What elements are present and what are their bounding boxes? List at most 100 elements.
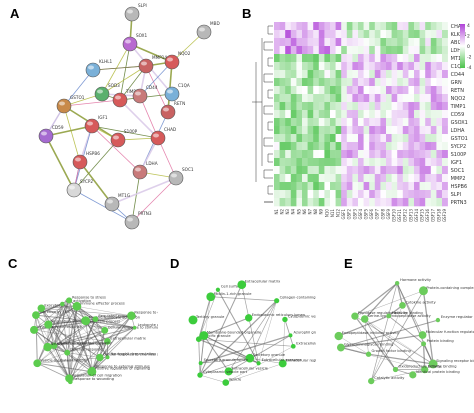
heatmap-cell [307,174,314,183]
network-node: Exocytosis [37,303,63,313]
network-node-label: Enzyme regulator activity [441,315,474,319]
heatmap-cell [408,30,415,39]
heatmap-cell [374,142,381,151]
heatmap-row-label: S100P [451,152,467,158]
heatmap-cell [335,166,342,175]
heatmap-cell [318,22,325,31]
network-node-label: Myeloid leukocyte activation [89,316,140,320]
heatmap-cell [425,166,432,175]
network-edge [249,300,277,359]
heatmap-cell [397,110,404,119]
network-edge [370,283,398,382]
heatmap-cell [436,78,443,87]
heatmap-cell [324,46,331,55]
heatmap-cell [363,62,370,71]
heatmap-cell [285,22,292,31]
heatmap-cell [307,102,314,111]
ppi-edge [45,135,75,191]
heatmap-row-label: MT1G [451,56,466,62]
heatmap-cell [425,110,432,119]
heatmap-cell [419,22,426,31]
heatmap-cell [285,70,292,79]
ppi-node-label: GSTO1 [70,95,85,100]
heatmap-cell [302,30,308,39]
heatmap-cell [374,38,381,47]
heatmap-cell [419,190,426,199]
heatmap-cell [391,46,398,55]
heatmap-cell [290,38,297,47]
ppi-node-label: MT1G [118,193,130,198]
ppi-node: CD59 [38,125,64,144]
network-edge [340,346,369,355]
network-node-circle [237,280,247,290]
heatmap-cell [296,62,303,71]
heatmap-cell [358,22,364,31]
network-edge [258,300,277,364]
dendrogram-branch [263,41,273,51]
dendrogram-branch [267,121,273,131]
network-edge [41,307,105,331]
heatmap-cell [369,22,376,31]
heatmap-cell [380,78,387,87]
network-node-circle [351,312,359,320]
heatmap-cell [391,62,398,71]
heatmap-cell [346,102,353,111]
heatmap-cell [363,30,370,39]
heatmap-cell [430,110,437,119]
network-edge [198,296,212,340]
network-edge [210,296,277,302]
heatmap-row-label: MMP2 [451,176,466,182]
heatmap-cell [369,174,376,183]
heatmap-cell [380,22,387,31]
heatmap-cell [414,174,420,183]
network-node-label: Response to stress [72,295,106,299]
heatmap-cell [363,86,370,95]
network-edge [282,319,286,364]
network-node-circle [32,311,40,320]
heatmap-cell [363,118,370,127]
heatmap-cell [391,54,398,63]
heatmap-cell [352,38,359,47]
heatmap-cell [436,46,443,55]
heatmap-cell [346,118,353,127]
heatmap-cell [346,134,353,143]
heatmap-cell [374,118,381,127]
ppi-edge [63,105,81,163]
heatmap-cell [374,150,381,159]
heatmap-cell [374,174,381,183]
heatmap-cell [285,30,292,39]
ppi-node-circle [104,196,120,212]
heatmap-cell [369,54,376,63]
heatmap-cell [425,158,432,167]
heatmap-cell [419,110,426,119]
heatmap-cell [391,78,398,87]
heatmap-cell [397,78,404,87]
network-node-label: Vesicle [229,378,242,382]
network-edge [68,318,96,379]
heatmap-cell [380,38,387,47]
network-node-circle [418,286,428,296]
heatmap-cell [352,46,359,55]
network-node-circle [105,355,110,360]
heatmap-cell [374,182,381,191]
network-node-circle [421,365,429,374]
heatmap-cell [363,142,370,151]
heatmap-cell [330,86,336,95]
network-node-label: Secretion by cell [39,310,69,314]
heatmap-cell [391,102,398,111]
ppi-edge [145,65,169,113]
heatmap-col-label: GSF6 [369,209,374,220]
network-node: Extracellular region part [278,358,316,368]
heatmap-cell [442,126,448,135]
heatmap-cell [274,30,280,39]
network-node: Signaling receptor binding [428,359,474,369]
heatmap-cell [352,134,359,143]
heatmap-cell [363,38,370,47]
network-node: Neutrophil degranulation [105,352,155,360]
ppi-node-label: NQO2 [178,51,191,56]
heatmap-cell [430,94,437,103]
ppi-node-label: SOX1 [136,33,148,38]
ppi-node: C1QA [164,83,190,102]
heatmap-col-label: GSF15 [420,209,425,222]
ppi-node-circle [168,170,184,186]
